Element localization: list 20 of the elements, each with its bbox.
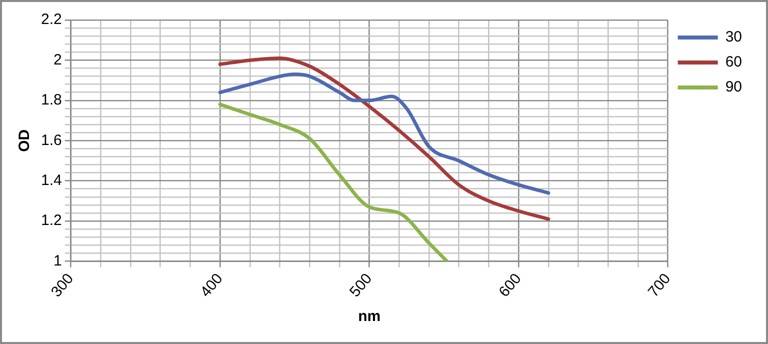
x-axis-title: nm (358, 308, 381, 326)
x-tick-label: 700 (644, 270, 674, 300)
line-series (218, 102, 449, 262)
line-series (218, 72, 550, 195)
x-tick-label: 400 (197, 270, 226, 300)
y-tick-label: 1.4 (40, 172, 62, 189)
legend-label: 60 (725, 54, 742, 71)
y-tick-label: 1 (54, 252, 62, 270)
y-axis-title: OD (16, 129, 34, 152)
y-tick-label: 2 (54, 51, 62, 68)
x-tick-label: 600 (496, 270, 525, 300)
x-tick-label: 300 (48, 270, 78, 300)
y-tick-label: 1.8 (40, 92, 62, 109)
y-tick-label: 1.6 (40, 132, 62, 149)
x-tick-label: 500 (346, 270, 376, 300)
legend-label: 90 (725, 78, 742, 96)
legend-label: 30 (725, 28, 742, 46)
line-series (218, 56, 550, 221)
y-tick-label: 2.2 (40, 11, 62, 28)
y-tick-label: 1.2 (40, 212, 62, 230)
